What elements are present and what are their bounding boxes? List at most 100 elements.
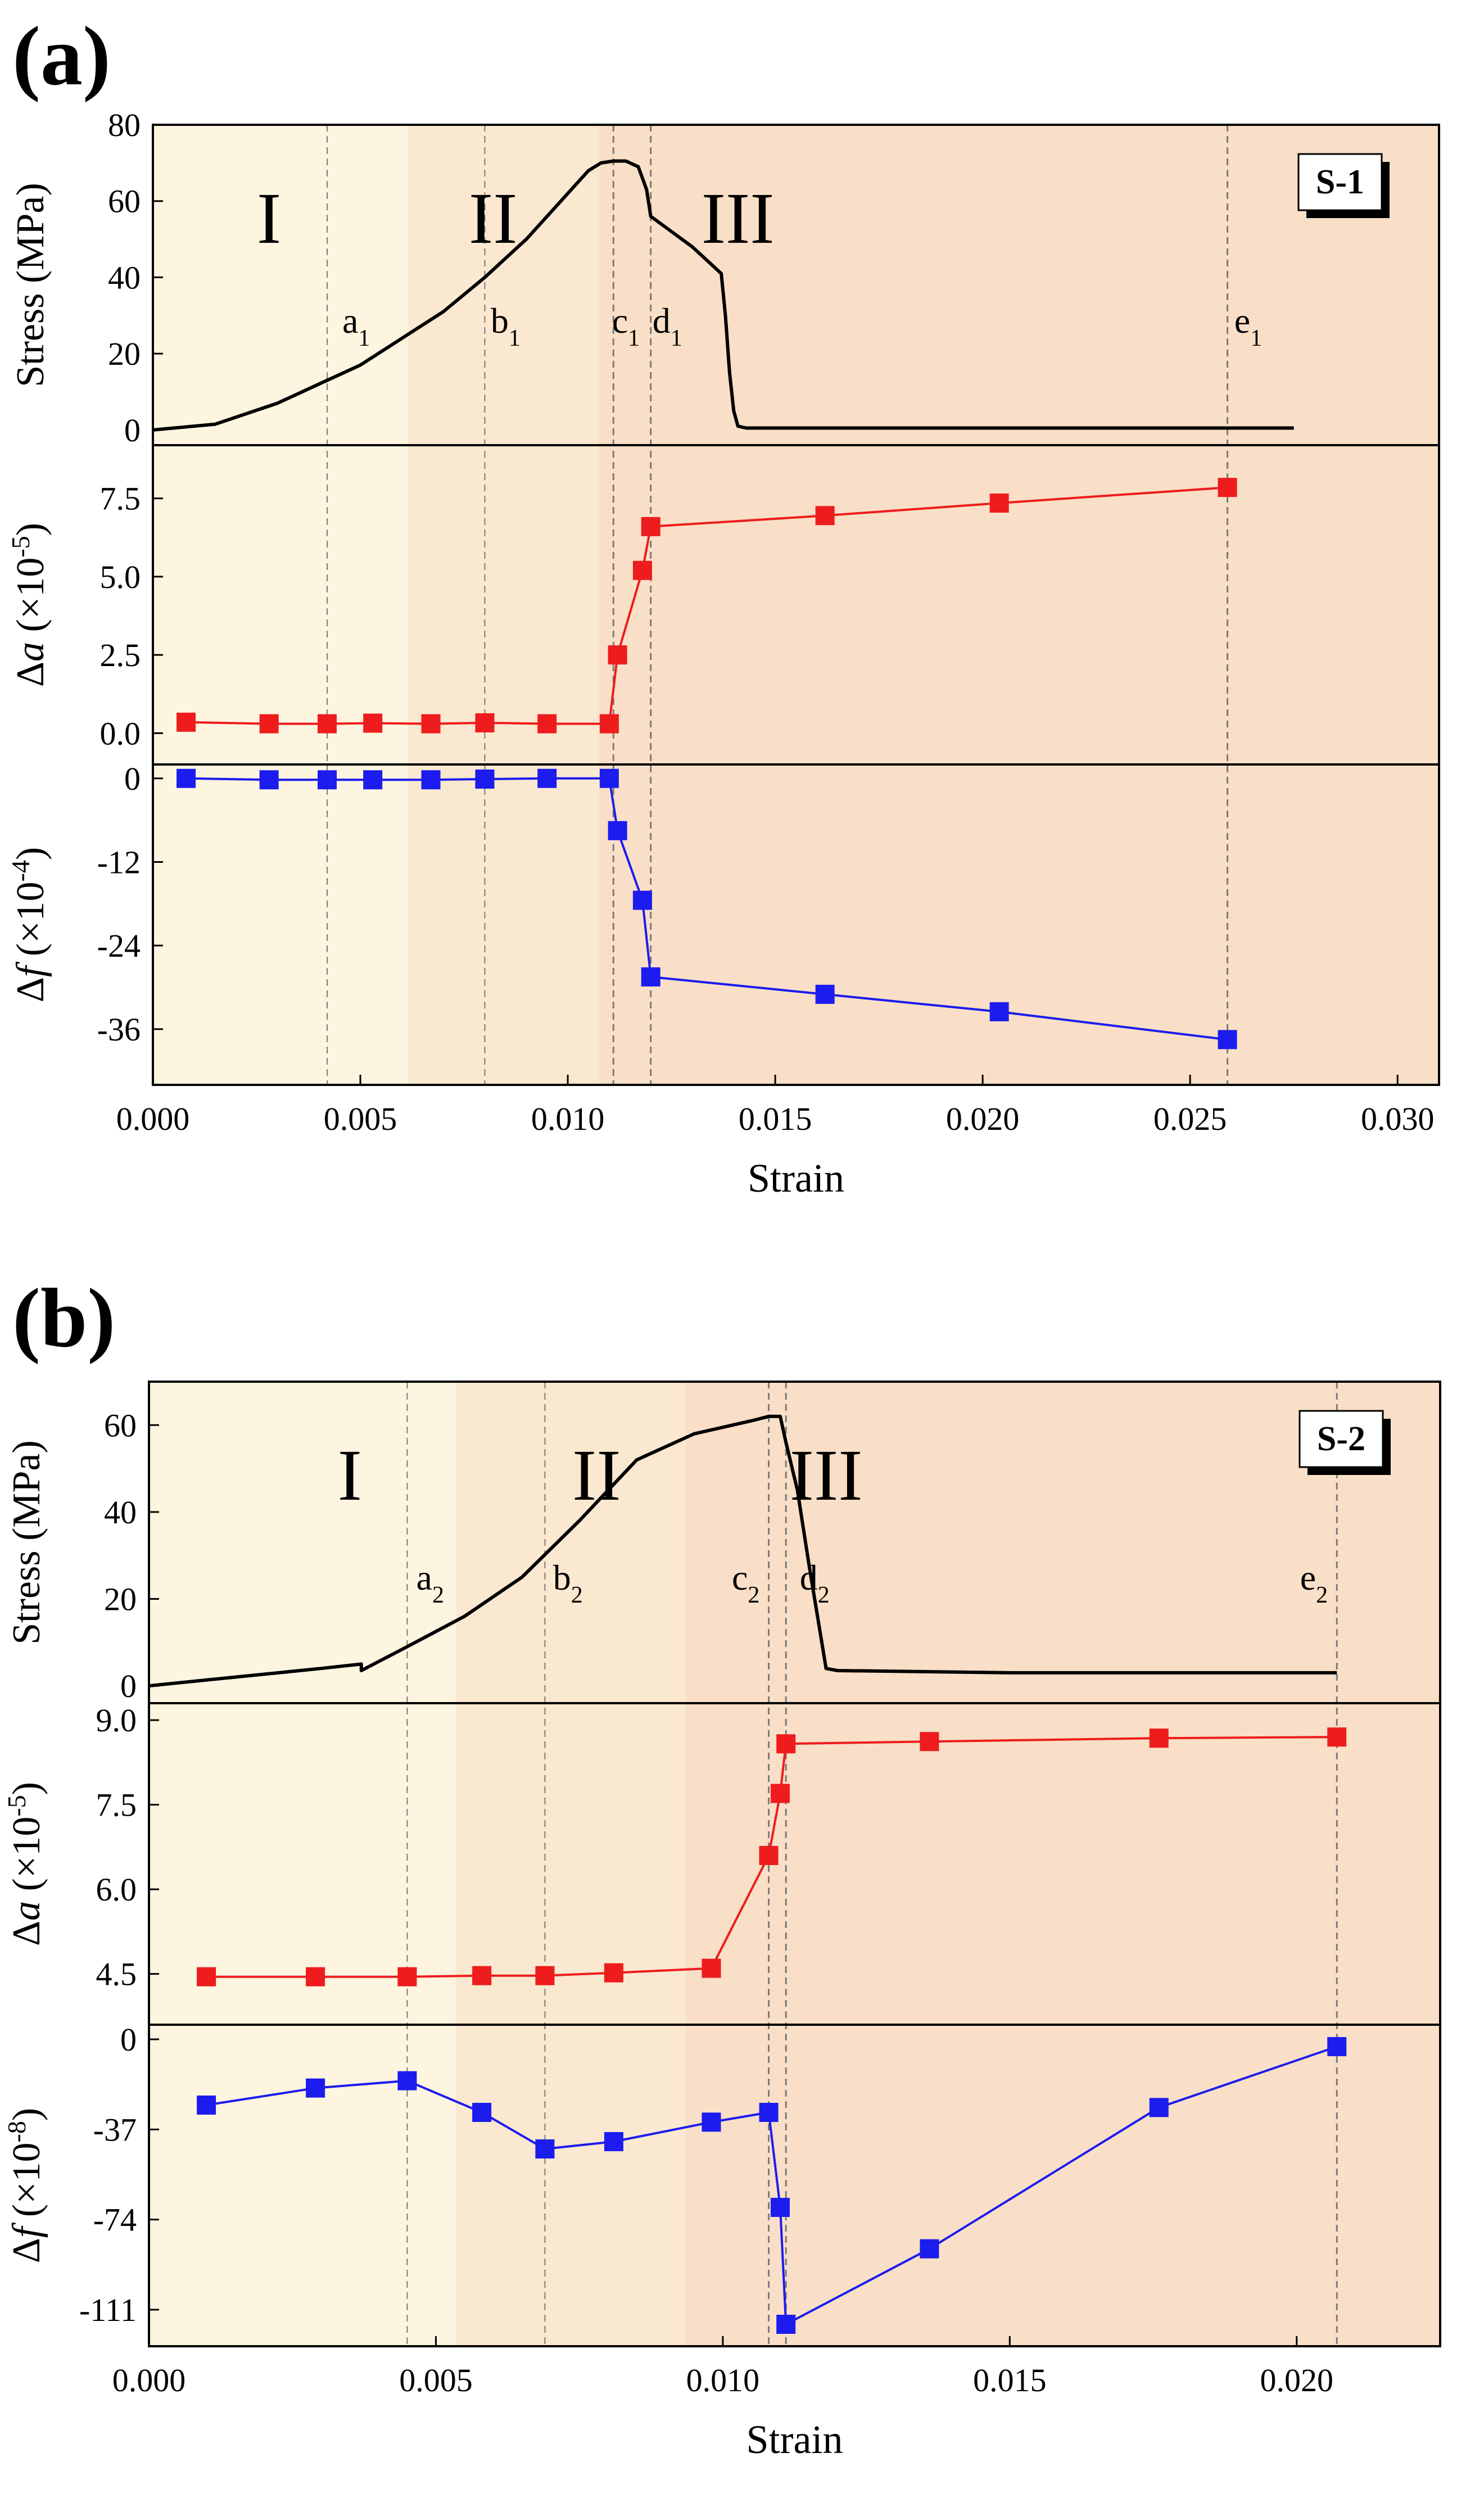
stage-label-I: I (338, 1435, 362, 1516)
delta_f-data-point (197, 2096, 216, 2115)
delta_a-data-point (363, 713, 383, 733)
x-tick-label: 0.000 (112, 2362, 186, 2399)
specimen-box (1297, 153, 1383, 211)
stage-label-III: III (702, 178, 775, 259)
delta_f-data-point (604, 2132, 623, 2151)
delta_a-data-point (177, 712, 196, 732)
x-tick-label: 0.010 (531, 1101, 605, 1137)
x-tick-label: 0.020 (1260, 2362, 1334, 2399)
delta_a-data-point (920, 1732, 939, 1752)
delta_a-data-point (317, 714, 337, 734)
specimen-label: S-1 (1316, 163, 1364, 201)
event-label-e1: e1 (1234, 301, 1262, 351)
x-axis-label: Strain (748, 1156, 844, 1201)
delta_a-y-tick-label: 6.0 (96, 1871, 137, 1908)
delta_f-data-point (920, 2239, 939, 2259)
x-tick-label: 0.005 (324, 1101, 397, 1137)
delta_a-data-point (397, 1967, 417, 1986)
panel-letter-b: (b) (12, 1271, 115, 1365)
delta_f-data-point (608, 821, 627, 840)
stress-y-tick-label: 20 (108, 336, 141, 372)
delta_f-data-point (989, 1002, 1009, 1021)
x-tick-label: 0.005 (399, 2362, 473, 2399)
stress-y-tick-label: 60 (104, 1407, 137, 1443)
delta_a-data-point (608, 645, 627, 665)
delta_a-data-point (259, 714, 279, 734)
event-label-c2: c2 (732, 1558, 759, 1608)
delta_a-data-point (535, 1966, 555, 1985)
delta_f-data-point (472, 2103, 492, 2122)
event-label-e2: e2 (1300, 1558, 1328, 1608)
event-label-a1: a1 (342, 301, 370, 351)
delta_f-data-point (306, 2078, 325, 2098)
delta_f-data-point (421, 770, 441, 790)
stage-label-III: III (790, 1435, 863, 1516)
delta_f-y-tick-label: -37 (93, 2111, 137, 2148)
x-tick-label: 0.015 (739, 1101, 812, 1137)
delta_a-data-point (197, 1967, 216, 1986)
delta_f-y-tick-label: -12 (97, 844, 141, 880)
delta_a-data-point (770, 1784, 790, 1803)
delta_f-data-point (770, 2198, 790, 2217)
specimen-label: S-2 (1317, 1420, 1365, 1458)
event-label-c1: c1 (612, 301, 640, 351)
stress-y-tick-label: 80 (108, 107, 141, 143)
delta_a-data-point (776, 1734, 796, 1754)
stress-y-tick-label: 40 (104, 1494, 137, 1531)
stress-y-tick-label: 0 (120, 1668, 137, 1704)
x-tick-label: 0.010 (686, 2362, 760, 2399)
x-tick-label: 0.020 (946, 1101, 1020, 1137)
stage-label-I: I (257, 178, 281, 259)
event-label-a2: a2 (417, 1558, 444, 1608)
delta_a-y-tick-label: 7.5 (96, 1787, 137, 1823)
delta_a-data-point (599, 714, 619, 734)
delta_f-data-point (599, 768, 619, 788)
event-label-b2: b2 (553, 1558, 583, 1608)
stage-3-background (599, 125, 1439, 1085)
delta_f-data-point (702, 2112, 721, 2132)
delta_f-subplot-frame (152, 763, 1440, 1086)
event-label-b1: b1 (491, 301, 521, 351)
delta_a-data-point (537, 714, 557, 734)
delta_a-data-point (1218, 478, 1237, 497)
panel-letter-a: (a) (12, 10, 111, 103)
delta_f-data-point (1327, 2037, 1347, 2056)
delta_f-data-point (363, 770, 383, 790)
stress-series-line (153, 159, 1294, 432)
x-axis-label: Strain (746, 2417, 843, 2462)
x-tick-label: 0.000 (116, 1101, 190, 1137)
delta_f-y-tick-label: 0 (120, 2021, 137, 2058)
x-tick-label: 0.030 (1361, 1101, 1435, 1137)
delta_a-data-point (989, 494, 1009, 513)
stage-label-II: II (572, 1435, 621, 1516)
delta_a-y-tick-label: 2.5 (100, 637, 141, 673)
delta_f-y-axis-label: Δf (×10-8) (2, 2108, 49, 2263)
delta_f-subplot-frame (148, 2024, 1441, 2347)
delta_a-data-point (815, 506, 835, 526)
delta_a-y-tick-label: 7.5 (100, 481, 141, 517)
delta_a-data-point (1149, 1728, 1169, 1748)
delta_f-data-point (641, 967, 660, 986)
delta_a-y-tick-label: 5.0 (100, 559, 141, 595)
delta_a-y-axis-label: Δa (×10-5) (2, 1782, 49, 1946)
stage-1-background (149, 1382, 456, 2346)
delta_a-data-point (702, 1958, 721, 1978)
event-label-d2: d2 (800, 1558, 830, 1608)
stage-2-background (408, 125, 599, 1085)
stress-y-tick-label: 0 (124, 412, 141, 449)
delta_f-y-tick-label: -24 (97, 927, 141, 964)
stress-y-tick-label: 40 (108, 259, 141, 296)
delta_f-data-point (317, 770, 337, 790)
delta_f-y-tick-label: -111 (79, 2292, 137, 2328)
specimen-box (1298, 1410, 1384, 1468)
delta_f-data-point (1218, 1030, 1237, 1049)
delta_a-data-point (604, 1963, 623, 1983)
stress-y-axis-label: Stress (MPa) (5, 1440, 48, 1645)
stage-3-background (685, 1382, 1440, 2346)
delta_f-data-point (537, 768, 557, 788)
stage-1-background (153, 125, 408, 1085)
delta_f-y-tick-label: -74 (93, 2202, 137, 2238)
stage-2-background (456, 1382, 686, 2346)
